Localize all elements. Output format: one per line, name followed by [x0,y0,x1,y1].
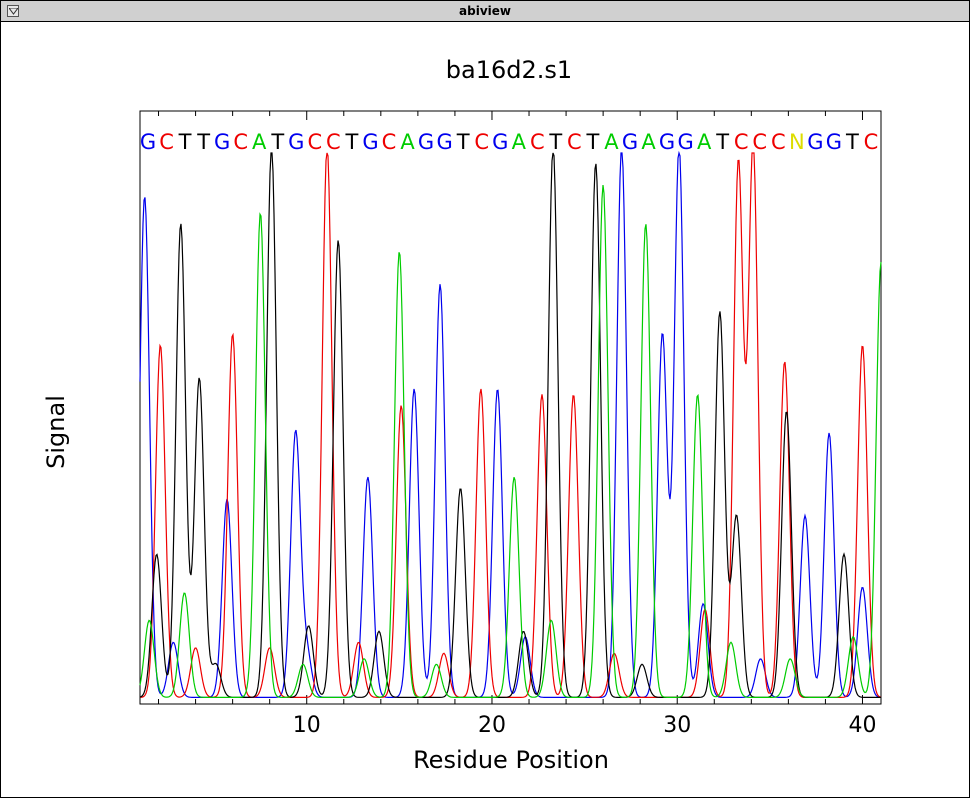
title-bar[interactable]: abiview [1,1,969,22]
base-call-G: G [677,130,693,154]
x-tick-label: 20 [478,713,506,738]
base-call-C: C [233,130,248,154]
base-call-G: G [436,130,452,154]
base-call-C: C [734,130,749,154]
base-call-T: T [345,130,359,154]
base-call-A: A [641,130,656,154]
base-call-C: C [752,130,767,154]
trace-G [139,150,882,698]
base-call-C: C [159,130,174,154]
base-call-T: T [586,130,600,154]
base-call-T: T [178,130,192,154]
base-call-A: A [604,130,619,154]
triangle-down-icon [9,8,18,15]
trace-C [140,152,882,699]
chart-title: ba16d2.s1 [446,56,572,84]
base-call-A: A [697,130,712,154]
base-call-C: C [326,130,341,154]
base-call-G: G [622,130,638,154]
window-title: abiview [459,4,511,18]
base-call-C: C [474,130,489,154]
base-call-G: G [288,130,304,154]
x-axis-label: Residue Position [413,746,609,774]
base-call-T: T [845,130,859,154]
base-call-T: T [456,130,470,154]
base-call-G: G [492,130,508,154]
base-call-G: G [826,130,842,154]
trace-A [139,185,882,698]
x-tick-label: 10 [293,713,321,738]
base-call-G: G [659,130,675,154]
base-call-C: C [530,130,545,154]
base-call-C: C [864,130,879,154]
base-call-G: G [140,130,156,154]
plot-frame [139,110,882,705]
base-call-T: T [270,130,284,154]
base-call-T: T [548,130,562,154]
base-call-A: A [252,130,267,154]
base-call-T: T [196,130,210,154]
base-call-A: A [400,130,415,154]
base-call-G: G [807,130,823,154]
base-call-T: T [715,130,729,154]
y-axis-label: Signal [42,395,70,469]
base-call-C: C [771,130,786,154]
base-call-C: C [567,130,582,154]
x-tick-label: 30 [663,713,691,738]
base-call-N: N [789,130,805,154]
base-call-G: G [418,130,434,154]
plot-area: 10 20 30 40G C T T G C A T G C C T G C A G G T C G A C T C T A G A G G A T… [139,110,882,738]
x-tick-label: 40 [848,713,876,738]
base-call-G: G [362,130,378,154]
base-call-C: C [382,130,397,154]
base-call-C: C [308,130,323,154]
window-menu-button[interactable] [7,5,19,17]
base-call-A: A [512,130,527,154]
chromatogram-chart: ba16d2.s1 Residue Position Signal 10 20 30… [42,56,882,774]
base-call-G: G [214,130,230,154]
